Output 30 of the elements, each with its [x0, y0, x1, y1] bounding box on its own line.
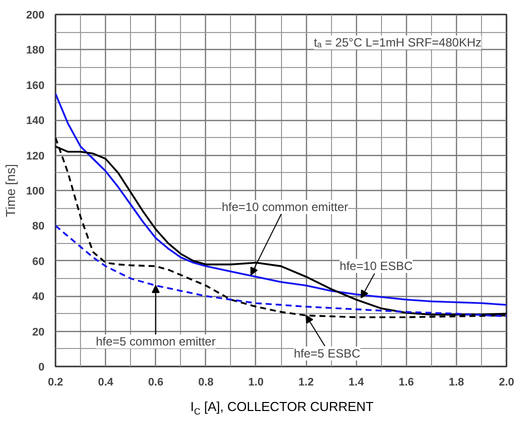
- annotation: hfe=5 common emitter: [96, 334, 216, 349]
- x-tick-label: 2.0: [498, 376, 514, 388]
- annotation: tₐ = 25°C L=1mH SRF=480KHz: [314, 36, 482, 50]
- y-tick-label: 140: [26, 115, 45, 128]
- x-tick-label: 1.2: [298, 376, 314, 388]
- x-tick-label: 1.4: [348, 376, 365, 388]
- x-tick-label: 1.0: [248, 376, 264, 388]
- x-tick-label: 0.2: [48, 376, 64, 388]
- x-tick-label: 0.6: [148, 376, 164, 388]
- y-tick-label: 40: [32, 291, 45, 304]
- y-tick-label: 20: [32, 326, 45, 338]
- y-tick-label: 100: [26, 186, 45, 198]
- x-tick-label: 0.8: [198, 376, 214, 388]
- line-series: [56, 224, 506, 318]
- annotation: hfe=10 ESBC: [340, 258, 414, 273]
- annotation: hfe=10 common emitter: [222, 200, 348, 214]
- y-tick-label: 180: [26, 44, 45, 57]
- y-tick-label: 200: [26, 10, 45, 22]
- line-series: [56, 92, 506, 306]
- y-tick-label: 160: [26, 80, 45, 92]
- annotation: hfe=5 ESBC: [294, 346, 361, 360]
- x-axis-title: I$_{C}$ [A], COLLECTOR CURRENT: [190, 398, 374, 418]
- x-tick-label: 0.4: [98, 376, 114, 388]
- x-tick-label: 1.8: [448, 376, 464, 388]
- y-tick-label: 60: [32, 256, 45, 268]
- x-tick-label: 1.6: [398, 376, 414, 388]
- y-tick-label: 0: [38, 362, 45, 374]
- y-tick-label: 120: [26, 150, 45, 162]
- y-axis-title: Time [ns]: [3, 164, 18, 217]
- y-tick-label: 80: [32, 220, 45, 233]
